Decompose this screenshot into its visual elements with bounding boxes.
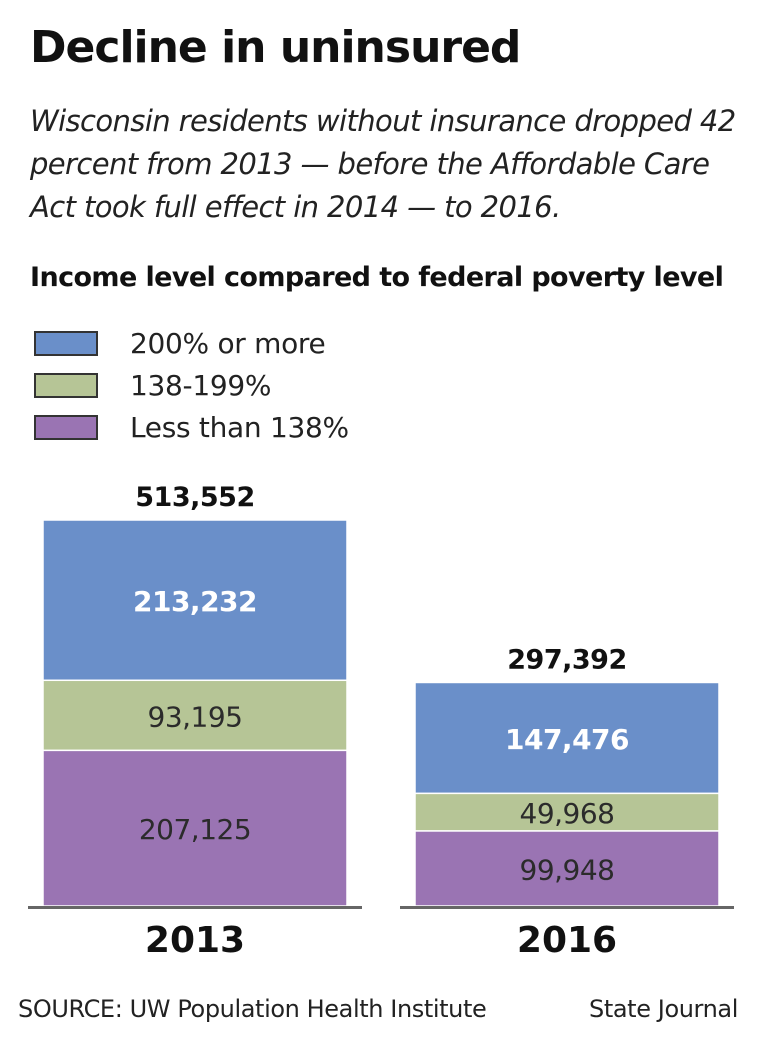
legend-item-less-than-138: Less than 138% [34, 406, 349, 448]
bar-segment-200-or-more [42, 519, 348, 682]
chart-subtitle: Wisconsin residents without insurance dr… [30, 104, 736, 224]
total-label: 297,392 [507, 644, 626, 675]
legend-label: 138-199% [130, 368, 272, 402]
legend-label: 200% or more [130, 326, 326, 360]
chart-title: Decline in uninsured [30, 22, 521, 73]
data-label: 93,195 [148, 700, 243, 733]
bar-segment-less-than-138 [42, 749, 348, 907]
legend-swatch [34, 414, 98, 440]
legend-swatch [34, 330, 98, 356]
legend-item-138-199: 138-199% [34, 364, 349, 406]
data-label: 147,476 [505, 723, 629, 756]
bar-segment-138-199 [42, 679, 348, 752]
bar-segment-less-than-138 [414, 830, 720, 907]
data-label: 99,948 [520, 853, 615, 886]
x-tick-label: 2013 [145, 920, 245, 961]
bar-segment-138-199 [414, 792, 720, 832]
legend-heading: Income level compared to federal poverty… [30, 262, 724, 293]
data-label: 49,968 [520, 797, 615, 830]
legend-label: Less than 138% [130, 410, 349, 444]
source-note: SOURCE: UW Population Health Institute [18, 995, 487, 1023]
data-label: 207,125 [139, 813, 251, 846]
credit-line: State Journal [589, 995, 738, 1023]
x-tick-label: 2016 [517, 920, 617, 961]
legend-item-200-or-more: 200% or more [34, 322, 349, 364]
total-label: 513,552 [135, 482, 254, 513]
data-label: 213,232 [133, 585, 257, 618]
stacked-bar-chart: 207,125 93,195 213,232 513,552 2013 99,948 49,… [28, 482, 734, 961]
bar-segment-200-or-more [414, 681, 720, 795]
legend: 200% or more 138-199% Less than 138% [34, 322, 349, 448]
legend-swatch [34, 372, 98, 398]
